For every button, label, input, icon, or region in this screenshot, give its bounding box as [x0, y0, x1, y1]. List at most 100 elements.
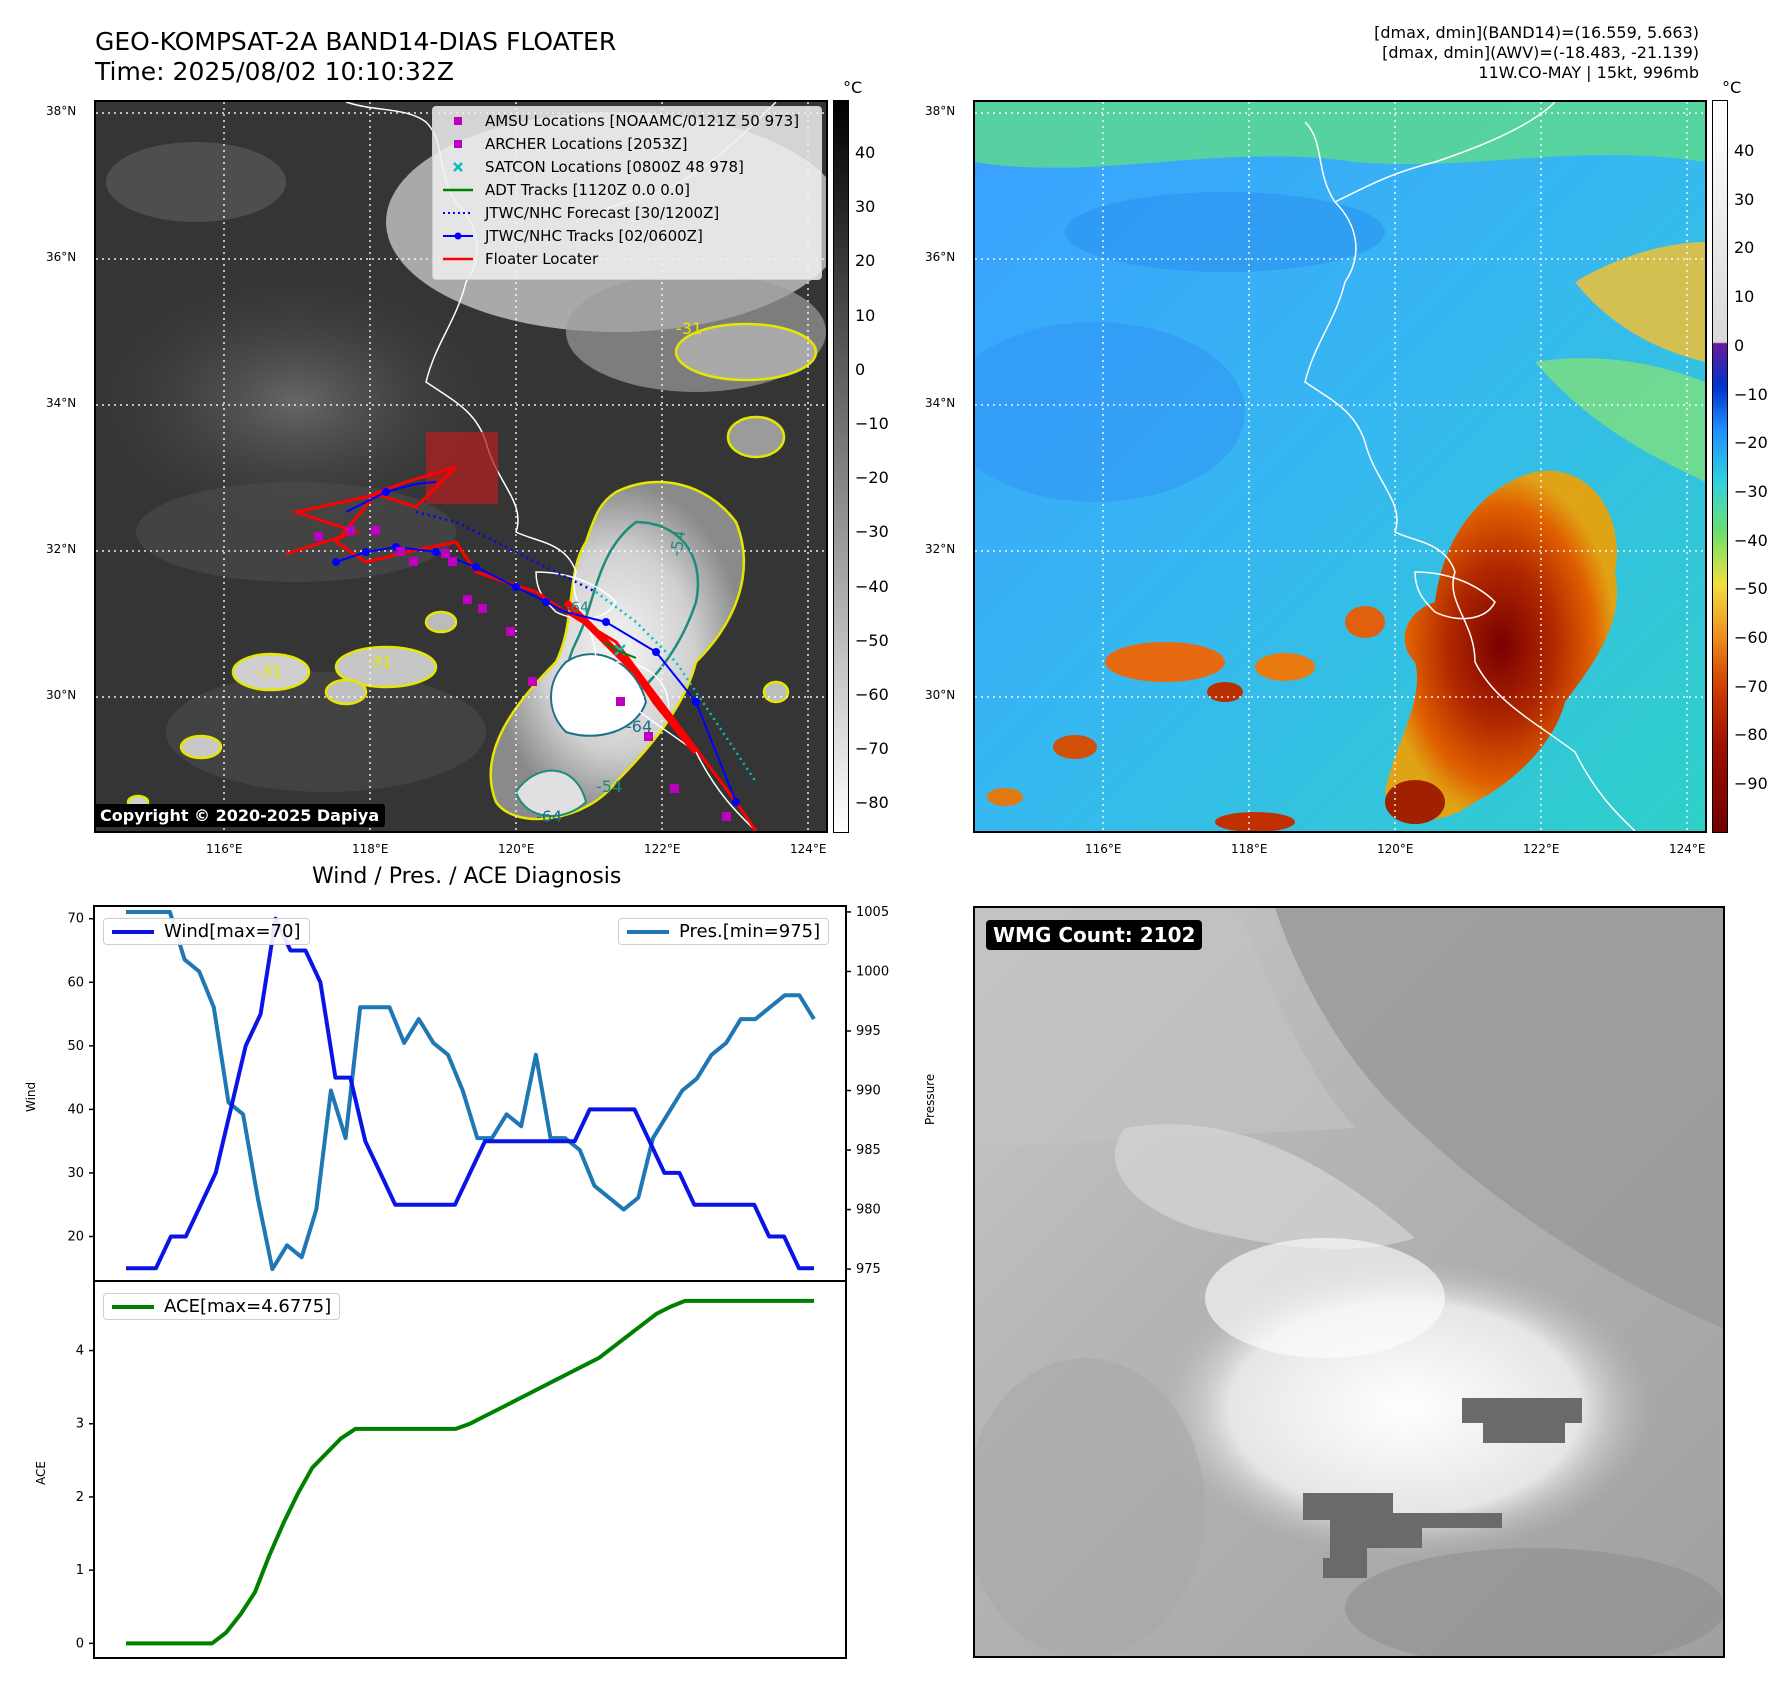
map-legend-label: Floater Locater	[485, 250, 599, 268]
map-legend-item: SATCON Locations [0800Z 48 978]	[441, 156, 744, 178]
ace-tick-label: 4	[76, 1344, 84, 1359]
colorbar-tick: 0	[1734, 335, 1745, 355]
lat-label: 34°N	[925, 396, 956, 410]
colorbar-tick: −20	[1734, 433, 1768, 453]
contour-label: -64	[536, 807, 562, 826]
ace-axis-label: ACE	[34, 1461, 48, 1485]
lat-label: 32°N	[925, 542, 956, 556]
wind-axis-label: Wind	[24, 1081, 38, 1112]
legend-wind-label: Wind[max=70]	[164, 921, 301, 942]
contour-label: -31	[256, 662, 282, 681]
pressure-tick-label: 995	[856, 1024, 881, 1039]
figure-title: GEO-KOMPSAT-2A BAND14-DIAS FLOATER	[95, 27, 617, 56]
pressure-axis-label: Pressure	[923, 1073, 937, 1125]
contour-label: -64	[566, 600, 589, 616]
wmg-panel: WMG Count: 2102	[973, 906, 1725, 1658]
map-legend-item: ADT Tracks [1120Z 0.0 0.0]	[441, 179, 690, 201]
colorbar-tick: −80	[1734, 725, 1768, 745]
ace-line	[126, 1298, 814, 1646]
ace-tick-label: 3	[76, 1417, 84, 1432]
colorbar-tick: −10	[855, 414, 889, 433]
chart-title: Wind / Pres. / ACE Diagnosis	[312, 864, 622, 889]
map-legend-item: JTWC/NHC Forecast [30/1200Z]	[441, 202, 719, 224]
pressure-line	[126, 910, 816, 1272]
copyright-label: Copyright © 2020-2025 Dapiya	[96, 804, 386, 827]
lat-label: 32°N	[46, 542, 77, 556]
contour-label: -54	[666, 529, 689, 558]
colorbar-ir	[833, 100, 849, 833]
contour-label: -54	[596, 777, 622, 796]
colorbar-tick: −30	[1734, 481, 1768, 501]
colorbar-tick: −30	[855, 522, 889, 542]
colorbar-tick: −40	[855, 576, 889, 596]
colorbar-tick: −80	[855, 793, 889, 813]
wind-tick-label: 20	[67, 1230, 84, 1245]
lon-label: 122°E	[644, 842, 681, 856]
colorbar-awv	[1712, 100, 1728, 833]
map-legend-item: AMSU Locations [NOAAMC/0121Z 50 973]	[441, 110, 799, 132]
wmg-count-label: WMG Count: 2102	[986, 920, 1203, 950]
map-legend-symbol	[441, 113, 475, 129]
lon-label: 116°E	[206, 842, 243, 856]
wmg-image	[975, 908, 1723, 1656]
lat-label: 30°N	[46, 688, 77, 702]
map-legend-symbol	[441, 136, 475, 152]
map-legend-item: Floater Locater	[441, 248, 598, 270]
colorbar-tick: 30	[855, 197, 876, 217]
ace-tick-label: 0	[76, 1636, 84, 1651]
colorbar-tick: −20	[855, 468, 889, 488]
colorbar-tick: −60	[855, 685, 889, 704]
pressure-tick-label: 985	[856, 1143, 881, 1158]
map-legend-label: JTWC/NHC Tracks [02/0600Z]	[485, 227, 703, 245]
lat-label: 36°N	[46, 250, 77, 264]
map-legend-label: ARCHER Locations [2053Z]	[485, 135, 688, 153]
ace-tick-label: 2	[76, 1490, 84, 1505]
colorbar-tick: 20	[855, 251, 876, 271]
map-legend-label: JTWC/NHC Forecast [30/1200Z]	[485, 204, 720, 222]
pressure-tick-label: 975	[856, 1262, 881, 1277]
wind-tick-label: 70	[67, 912, 84, 927]
legend-wind: Wind[max=70]	[103, 918, 310, 945]
info-awv: [dmax, dmin](AWV)=(-18.483, -21.139)	[1382, 43, 1699, 62]
colorbar-tick: −50	[855, 630, 889, 650]
map-legend-symbol	[441, 228, 475, 244]
lon-label: 124°E	[1669, 842, 1706, 856]
contour-label: -64	[626, 717, 652, 736]
colorbar-tick: −60	[1734, 628, 1768, 647]
colorbar-tick: −50	[1734, 579, 1768, 599]
legend-pressure: Pres.[min=975]	[618, 918, 830, 945]
ir-map-panel: -31 -31 -31 -54 -64 -54 -64 -64 AMSU Loc…	[94, 100, 828, 833]
lon-label: 120°E	[1377, 842, 1414, 856]
ace-tick-label: 1	[76, 1563, 84, 1578]
awv-map-image	[975, 102, 1705, 831]
wind-tick-label: 50	[67, 1039, 84, 1054]
lat-label: 36°N	[925, 250, 956, 264]
colorbar-tick: −40	[1734, 530, 1768, 550]
colorbar-tick: −10	[1734, 384, 1768, 404]
map-legend: AMSU Locations [NOAAMC/0121Z 50 973] ARCH…	[432, 106, 822, 280]
colorbar-tick: 40	[1734, 141, 1755, 160]
map-legend-symbol	[441, 182, 475, 198]
lon-label: 124°E	[790, 842, 827, 856]
legend-pressure-label: Pres.[min=975]	[679, 921, 821, 942]
wind-pressure-frame	[93, 905, 847, 1282]
contour-label: -31	[366, 652, 392, 671]
lon-label: 118°E	[352, 842, 389, 856]
map-legend-label: ADT Tracks [1120Z 0.0 0.0]	[485, 181, 690, 199]
colorbar-tick: 10	[1734, 287, 1755, 307]
wind-line	[126, 916, 814, 1271]
map-legend-symbol	[441, 159, 475, 175]
lon-label: 120°E	[498, 842, 535, 856]
colorbar-tick: 20	[1734, 238, 1755, 258]
info-storm: 11W.CO-MAY | 15kt, 996mb	[1478, 63, 1699, 82]
colorbar2-unit: °C	[1722, 78, 1742, 97]
lat-label: 30°N	[925, 688, 956, 702]
colorbar-tick: 10	[855, 305, 876, 325]
map-legend-label: SATCON Locations [0800Z 48 978]	[485, 158, 744, 176]
figure-time: Time: 2025/08/02 10:10:32Z	[95, 57, 454, 86]
legend-ace-label: ACE[max=4.6775]	[164, 1296, 332, 1317]
lon-label: 118°E	[1231, 842, 1268, 856]
colorbar-tick: 0	[855, 359, 866, 379]
lat-label: 34°N	[46, 396, 77, 410]
